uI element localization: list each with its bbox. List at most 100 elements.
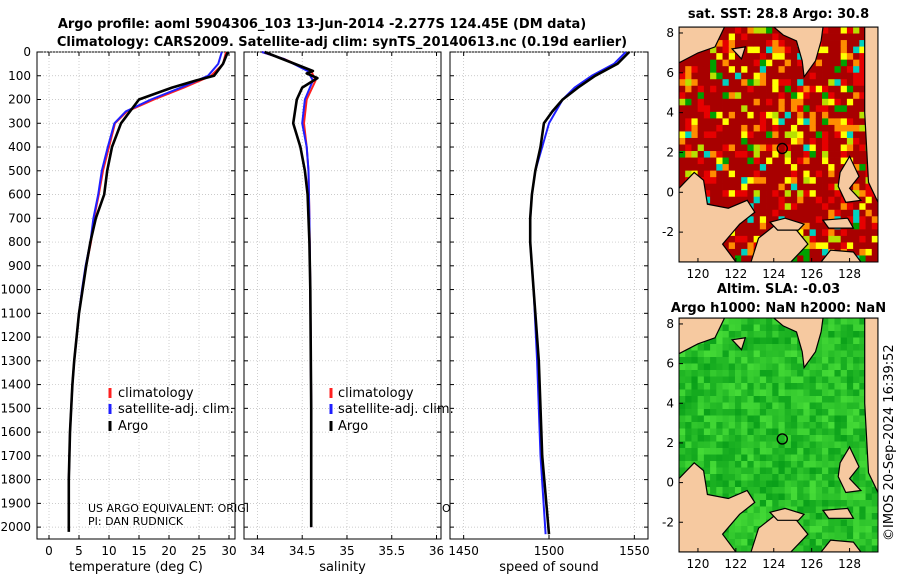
map-cell <box>747 539 755 546</box>
map-cell <box>722 53 730 61</box>
map-cell <box>871 513 878 520</box>
map-cell <box>853 124 860 132</box>
map-cell <box>853 27 860 34</box>
map-cell <box>759 66 767 74</box>
map-cell <box>815 85 823 93</box>
map-cell <box>834 27 842 34</box>
map-cell <box>840 79 848 87</box>
map-cell <box>734 435 742 442</box>
map-cell <box>809 532 817 540</box>
map-cell <box>703 105 711 113</box>
map-cell <box>691 454 699 462</box>
map-cell <box>703 85 711 93</box>
map-cell <box>759 344 767 351</box>
map-cell <box>734 59 742 67</box>
map-cell <box>716 448 723 455</box>
map-cell <box>685 105 692 113</box>
map-cell <box>803 72 810 80</box>
map-cell <box>685 409 692 416</box>
map-cell <box>703 389 711 397</box>
map-cell <box>834 474 842 481</box>
map-cell <box>747 27 755 34</box>
map-cell <box>815 190 823 198</box>
map-cell <box>734 467 742 475</box>
map-cell <box>728 532 736 540</box>
map-cell <box>685 454 692 462</box>
map-cell <box>685 441 692 449</box>
y-tick-label: 300 <box>8 116 31 130</box>
map-cell <box>815 409 823 416</box>
y-tick-label: 200 <box>8 93 31 107</box>
map-cell <box>728 118 736 126</box>
map-cell <box>759 519 767 527</box>
map-cell <box>728 79 736 87</box>
map-cell <box>828 461 835 468</box>
map-cell <box>716 461 723 468</box>
map-cell <box>741 357 748 364</box>
map-cell <box>747 235 755 243</box>
map-cell <box>809 144 817 152</box>
map-cell <box>691 151 699 158</box>
map-cell <box>691 79 699 87</box>
map-cell <box>865 493 873 501</box>
map-cell <box>840 409 848 416</box>
map-cell <box>840 402 848 410</box>
map-cell <box>822 183 829 191</box>
map-cell <box>734 480 742 488</box>
map-cell <box>859 396 866 403</box>
map-cell <box>753 137 761 145</box>
map-cell <box>828 370 835 377</box>
map-cell <box>753 216 761 224</box>
map-cell <box>772 164 779 172</box>
map-cell <box>859 409 866 416</box>
map-cell <box>753 151 761 158</box>
map-cell <box>797 72 804 80</box>
map-y-tick-label: 4 <box>666 396 674 410</box>
map-cell <box>846 532 854 540</box>
map-cell <box>734 164 742 172</box>
map-cell <box>859 435 866 442</box>
map-cell <box>759 229 767 237</box>
map-cell <box>747 461 755 468</box>
map-cell <box>753 209 761 217</box>
map-cell <box>853 519 860 527</box>
map-cell <box>759 402 767 410</box>
map-cell <box>809 164 817 172</box>
map-cell <box>828 131 835 139</box>
map-y-tick-label: 6 <box>666 66 674 80</box>
map-cell <box>871 229 878 237</box>
map-cell <box>822 532 829 540</box>
map-cell <box>790 164 798 172</box>
map-cell <box>828 448 835 455</box>
map-cell <box>734 229 742 237</box>
map-cell <box>859 216 866 224</box>
map-cell <box>741 467 748 475</box>
map-cell <box>685 59 692 67</box>
map-cell <box>778 53 786 61</box>
map-cell <box>834 331 842 338</box>
map-cell <box>790 203 798 211</box>
map-cell <box>840 124 848 132</box>
map-cell <box>846 331 854 338</box>
map-cell <box>772 79 779 87</box>
map-cell <box>772 480 779 488</box>
map-cell <box>766 144 773 152</box>
map-cell <box>685 435 692 442</box>
map-cell <box>703 177 711 185</box>
map-cell <box>834 461 842 468</box>
map-cell <box>834 526 842 533</box>
map-cell <box>797 255 804 262</box>
map-cell <box>716 376 723 384</box>
map-cell <box>846 415 854 423</box>
map-cell <box>784 402 792 410</box>
map-cell <box>790 474 798 481</box>
map-cell <box>697 370 705 377</box>
map-cell <box>859 480 866 488</box>
map-cell <box>846 66 854 74</box>
map-cell <box>697 92 705 100</box>
map-cell <box>710 422 717 429</box>
map-cell <box>722 454 730 462</box>
map-cell <box>716 98 723 106</box>
land-mass <box>730 337 747 351</box>
map-cell <box>691 53 699 61</box>
